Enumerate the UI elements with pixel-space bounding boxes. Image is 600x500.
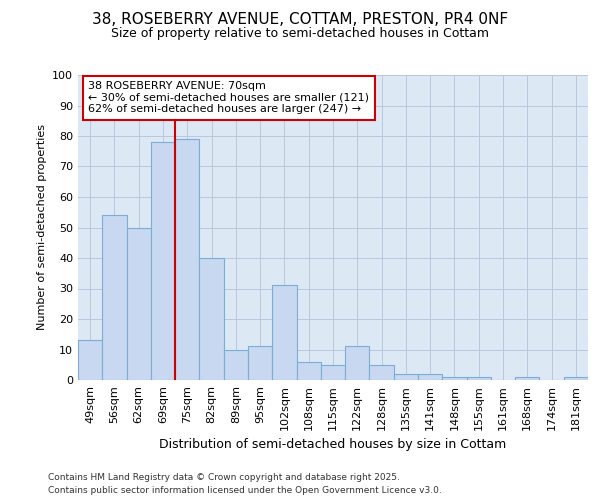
Bar <box>442 377 467 380</box>
Bar <box>272 286 296 380</box>
Bar <box>175 139 199 380</box>
Bar <box>78 340 102 380</box>
Bar <box>467 377 491 380</box>
Bar <box>345 346 370 380</box>
Text: 38, ROSEBERRY AVENUE, COTTAM, PRESTON, PR4 0NF: 38, ROSEBERRY AVENUE, COTTAM, PRESTON, P… <box>92 12 508 28</box>
X-axis label: Distribution of semi-detached houses by size in Cottam: Distribution of semi-detached houses by … <box>160 438 506 451</box>
Bar <box>564 377 588 380</box>
Bar <box>321 365 345 380</box>
Bar <box>515 377 539 380</box>
Bar <box>199 258 224 380</box>
Bar <box>394 374 418 380</box>
Bar <box>370 365 394 380</box>
Text: 38 ROSEBERRY AVENUE: 70sqm
← 30% of semi-detached houses are smaller (121)
62% o: 38 ROSEBERRY AVENUE: 70sqm ← 30% of semi… <box>88 81 369 114</box>
Bar <box>418 374 442 380</box>
Bar <box>248 346 272 380</box>
Bar <box>127 228 151 380</box>
Bar <box>296 362 321 380</box>
Y-axis label: Number of semi-detached properties: Number of semi-detached properties <box>37 124 47 330</box>
Text: Contains public sector information licensed under the Open Government Licence v3: Contains public sector information licen… <box>48 486 442 495</box>
Bar <box>224 350 248 380</box>
Text: Size of property relative to semi-detached houses in Cottam: Size of property relative to semi-detach… <box>111 28 489 40</box>
Bar <box>151 142 175 380</box>
Text: Contains HM Land Registry data © Crown copyright and database right 2025.: Contains HM Land Registry data © Crown c… <box>48 472 400 482</box>
Bar <box>102 216 127 380</box>
